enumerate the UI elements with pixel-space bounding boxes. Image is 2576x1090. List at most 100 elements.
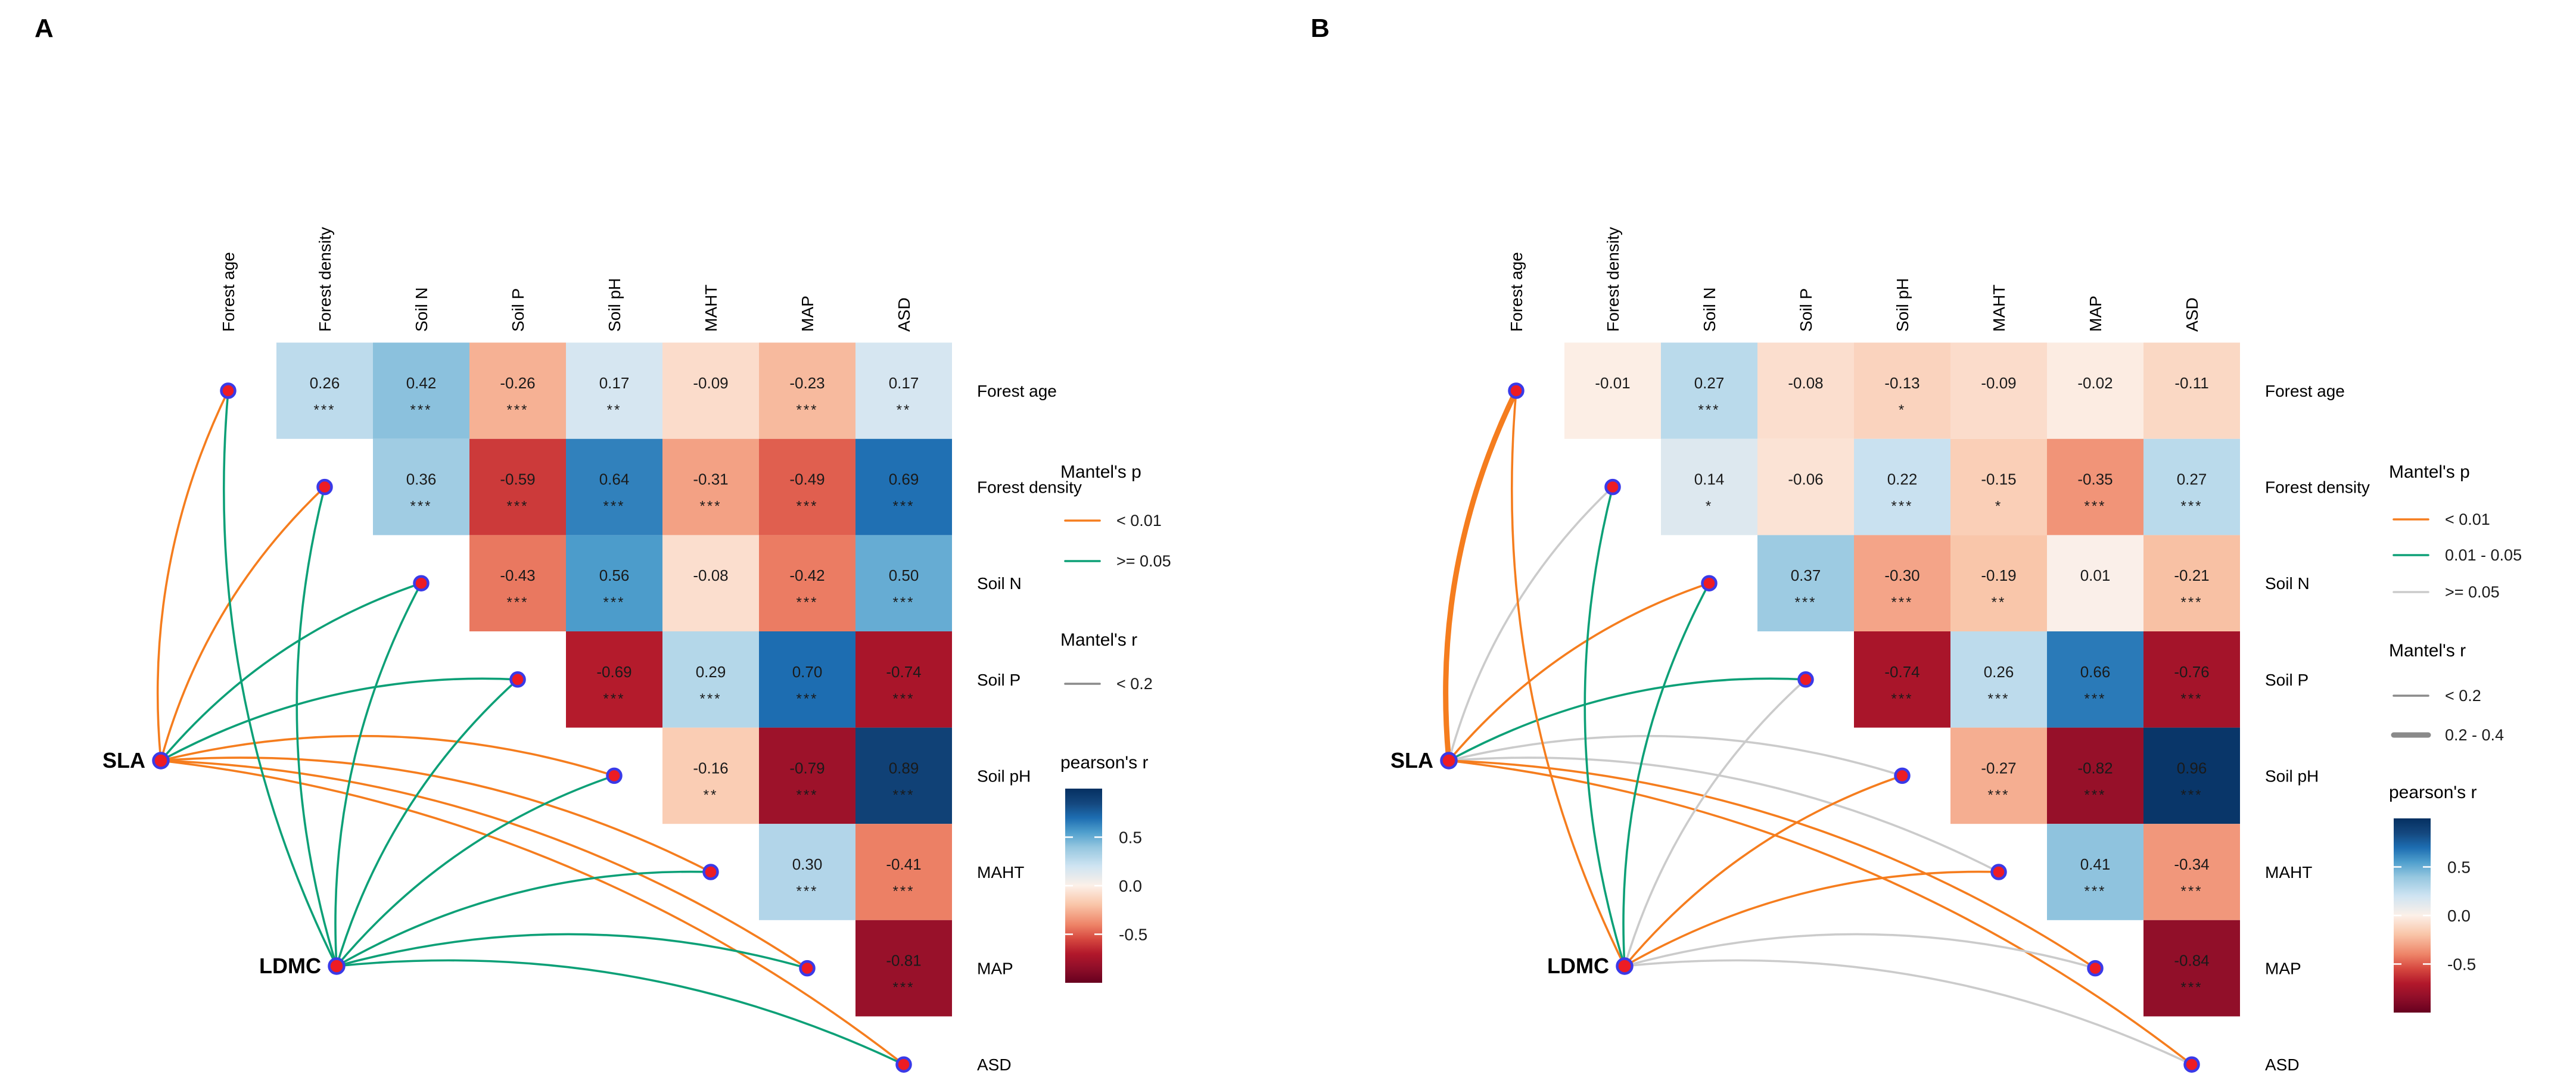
link-ldmc-soil-n xyxy=(1622,582,1710,967)
pearson-r-value: 0.01 xyxy=(2080,566,2111,584)
significance-stars: *** xyxy=(2180,883,2202,899)
cell-soil-n-map: 0.01 xyxy=(2047,535,2143,631)
pearson-r-legend-title: pearson's r xyxy=(2389,783,2477,802)
cell-forest-density-soil-p: -0.59 *** xyxy=(469,438,566,535)
significance-stars: *** xyxy=(796,883,818,899)
significance-stars: *** xyxy=(892,787,914,803)
pearson-r-value: 0.70 xyxy=(792,663,823,681)
pearson-r-value: 0.89 xyxy=(889,759,919,777)
pearson-r-value: 0.27 xyxy=(2177,471,2207,488)
pearson-r-value: -0.59 xyxy=(500,471,535,488)
node-map xyxy=(799,960,816,977)
pearson-r-value: -0.35 xyxy=(2077,471,2113,488)
link-sla-soil-n xyxy=(160,582,422,762)
pearson-r-value: -0.31 xyxy=(693,471,728,488)
cell-soil-n-map: -0.42 *** xyxy=(759,535,855,631)
cell-soil-p-asd: -0.74 *** xyxy=(855,631,952,728)
node-soil-n xyxy=(413,575,430,591)
environment-nodes xyxy=(1508,382,2200,1073)
significance-stars: * xyxy=(1995,499,2002,515)
cell-soil-ph-map: -0.82 *** xyxy=(2047,727,2143,824)
significance-stars: *** xyxy=(699,499,721,515)
link-sla-maht xyxy=(1448,756,2000,873)
pearson-r-value: -0.09 xyxy=(693,374,728,392)
column-label-soil-ph: Soil pH xyxy=(1893,278,1912,332)
cell-forest-age-maht: -0.09 xyxy=(1950,342,2047,439)
node-forest-density xyxy=(316,478,333,496)
significance-stars: ** xyxy=(897,402,911,418)
cell-maht-map: 0.41 *** xyxy=(2047,824,2143,920)
trait-label-ldmc: LDMC xyxy=(259,954,321,978)
cell-soil-p-maht: 0.26 *** xyxy=(1950,631,2047,728)
link-sla-map xyxy=(160,759,808,970)
column-label-soil-p: Soil P xyxy=(509,288,527,332)
cell-soil-n-asd: 0.50 *** xyxy=(855,535,952,631)
node-ldmc xyxy=(328,957,346,975)
panel-B-mantel-heatmap: B-0.01 0.27***-0.08 -0.13*-0.09 -0.02 -0.110… xyxy=(1311,14,2522,1074)
pearson-r-value: 0.50 xyxy=(889,566,919,584)
pearson-r-value: 0.37 xyxy=(1791,566,1821,584)
cell-forest-density-soil-n: 0.14 * xyxy=(1661,438,1757,535)
pearson-r-value: -0.34 xyxy=(2174,855,2209,873)
significance-stars: *** xyxy=(2180,691,2202,707)
row-label-map: MAP xyxy=(2265,960,2301,978)
node-asd xyxy=(895,1056,912,1073)
trait-label-sla: SLA xyxy=(1390,748,1433,773)
cell-soil-n-soil-p: 0.37 *** xyxy=(1757,535,1854,631)
cell-soil-p-soil-ph: -0.69 *** xyxy=(566,631,662,728)
link-sla-forest-density xyxy=(1448,485,1614,762)
pearson-r-value: 0.56 xyxy=(599,566,630,584)
link-ldmc-asd xyxy=(1623,959,2193,1066)
mantel-p-legend-title: Mantel's p xyxy=(2389,462,2470,482)
pearson-r-value: 0.17 xyxy=(599,374,630,392)
link-sla-soil-p xyxy=(1448,677,1807,762)
significance-stars: * xyxy=(1899,402,1906,418)
column-label-soil-n: Soil N xyxy=(1700,287,1719,332)
row-label-soil-n: Soil N xyxy=(977,574,1022,593)
cell-forest-density-soil-n: 0.36 *** xyxy=(373,438,469,535)
column-label-soil-p: Soil P xyxy=(1797,288,1815,332)
mantel-r-legend-title: Mantel's r xyxy=(1060,630,1137,650)
pearson-r-value: -0.42 xyxy=(789,566,825,584)
pearson-r-value: -0.74 xyxy=(1884,663,1919,681)
row-label-forest-density: Forest density xyxy=(2265,478,2370,497)
pearson-r-value: -0.08 xyxy=(693,566,728,584)
legend-label-r-0: < 0.2 xyxy=(2445,687,2481,705)
panel-label: B xyxy=(1311,14,1330,43)
pearson-r-value: 0.26 xyxy=(310,374,340,392)
link-sla-map xyxy=(1448,759,2096,970)
column-label-maht: MAHT xyxy=(1990,285,2008,332)
legend: Mantel's p < 0.01 >= 0.05 Mantel's r < 0.2 pe… xyxy=(1060,462,1171,983)
pearson-r-value: -0.76 xyxy=(2174,663,2209,681)
panel-A-mantel-heatmap: A 0.26 *** 0.42 *** -0.26 *** 0.17 ** -0.09 -0.23 *… xyxy=(35,14,1171,1074)
legend-label-p-1: >= 0.05 xyxy=(1116,552,1171,570)
legend-label-r-0: < 0.2 xyxy=(1116,675,1153,693)
node-soil-ph xyxy=(1894,767,1911,784)
cell-soil-n-maht: -0.19 ** xyxy=(1950,535,2047,631)
significance-stars: *** xyxy=(410,402,432,418)
pearson-r-value: 0.36 xyxy=(406,471,437,488)
link-sla-asd xyxy=(1448,759,2193,1066)
cell-forest-age-maht: -0.09 xyxy=(662,342,759,439)
row-label-soil-n: Soil N xyxy=(2265,574,2310,593)
significance-stars: *** xyxy=(796,594,818,611)
pearson-r-value: 0.29 xyxy=(696,663,726,681)
node-maht xyxy=(1990,864,2007,880)
node-soil-p xyxy=(509,671,526,688)
node-map xyxy=(2087,960,2104,977)
pearson-r-value: 0.69 xyxy=(889,471,919,488)
panel-label: A xyxy=(35,14,54,43)
row-label-maht: MAHT xyxy=(2265,863,2312,882)
link-sla-soil-ph xyxy=(160,734,615,777)
significance-stars: *** xyxy=(892,691,914,707)
significance-stars: *** xyxy=(1987,691,2009,707)
link-ldmc-soil-p xyxy=(1623,678,1807,967)
link-ldmc-soil-ph xyxy=(1623,774,1903,967)
node-ldmc xyxy=(1616,957,1634,975)
pearson-r-value: -0.49 xyxy=(789,471,825,488)
colorbar-tick-label-2: -0.5 xyxy=(2447,955,2476,974)
significance-stars: *** xyxy=(1891,594,1913,611)
pearson-r-value: -0.01 xyxy=(1595,374,1630,392)
pearson-r-value: -0.21 xyxy=(2174,566,2209,584)
node-sla xyxy=(152,752,170,770)
